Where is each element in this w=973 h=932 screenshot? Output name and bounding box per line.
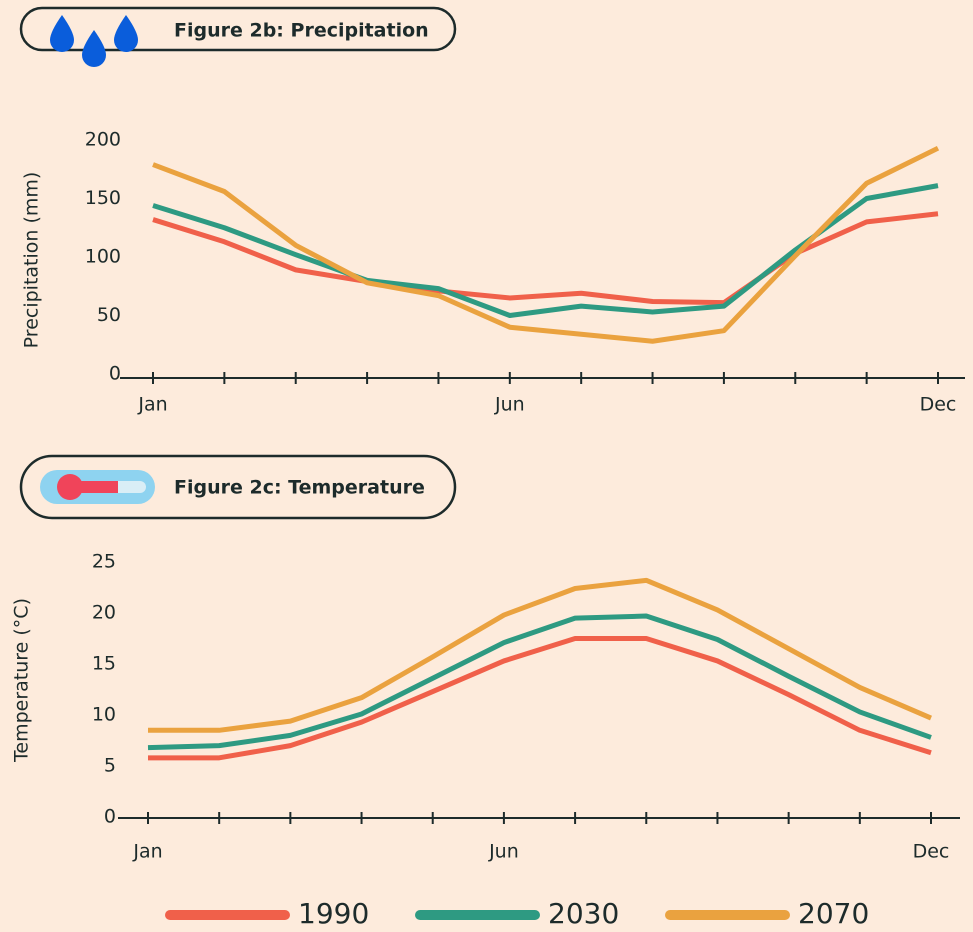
title-badge: [19, 454, 457, 520]
y-tick-label: 5: [104, 755, 116, 777]
line: [147, 613, 932, 751]
y-tick-label: 100: [85, 246, 121, 268]
y-tick-label: 10: [92, 704, 116, 726]
chart-title: Figure 2c: Temperature: [174, 477, 425, 499]
x-tick-label: Dec: [920, 394, 957, 416]
title-badge: [19, 6, 457, 52]
y-tick-label: 150: [85, 187, 121, 209]
legend-label: 1990: [298, 897, 369, 930]
y-tick-label: 0: [104, 806, 116, 828]
y-tick-label: 15: [92, 653, 116, 675]
thermometer-icon: [40, 470, 155, 504]
y-axis-label: Temperature (°C): [11, 598, 33, 763]
y-tick-label: 50: [97, 304, 121, 326]
legend-label: 2030: [548, 897, 619, 930]
y-tick-label: 200: [85, 129, 121, 151]
x-tick-label: Jun: [488, 841, 519, 863]
drop-icon: [50, 15, 138, 67]
chart-title: Figure 2b: Precipitation: [174, 20, 429, 42]
y-axis-label: Precipitation (mm): [21, 172, 43, 349]
legend-label: 2070: [798, 897, 869, 930]
x-tick-label: Jan: [132, 841, 162, 863]
y-tick-label: 0: [109, 363, 121, 385]
x-tick-label: Jun: [494, 394, 525, 416]
line: [152, 145, 940, 344]
y-tick-label: 20: [92, 602, 116, 624]
x-tick-label: Dec: [913, 841, 950, 863]
line: [148, 636, 932, 761]
x-tick-label: Jan: [137, 394, 167, 416]
y-tick-label: 25: [92, 551, 116, 573]
line: [152, 211, 939, 306]
line: [148, 577, 932, 733]
